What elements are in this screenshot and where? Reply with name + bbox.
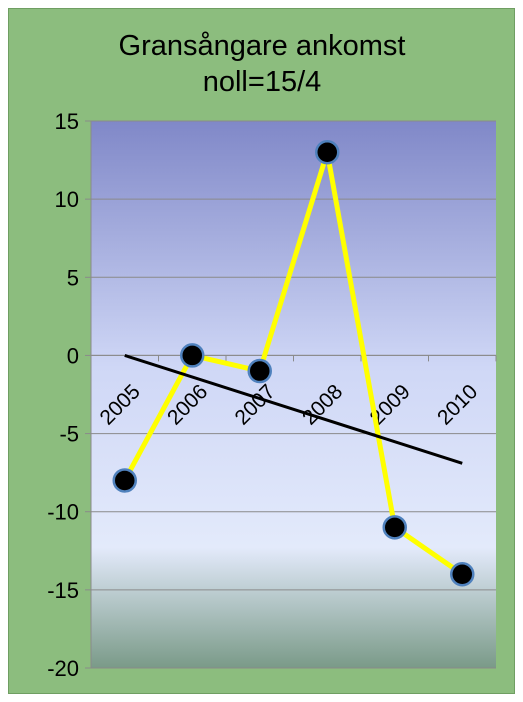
y-tick-label: 10 <box>55 187 79 212</box>
data-point-2008 <box>315 140 340 165</box>
y-tick-label: -20 <box>47 656 79 681</box>
data-point-2010 <box>450 561 475 587</box>
chart: Gransångare ankomst noll=15/4 15 10 5 0 -5 -1… <box>47 30 497 681</box>
data-point-2007 <box>247 358 272 384</box>
y-tick-label: 5 <box>67 265 79 290</box>
data-point-2009 <box>382 515 407 540</box>
chart-title-line-1: Gransångare ankomst <box>119 30 406 62</box>
y-tick-label: -15 <box>47 578 79 603</box>
y-axis: 15 10 5 0 -5 -10 -15 -20 <box>47 109 92 681</box>
trendline <box>124 353 463 465</box>
y-tick-label: -5 <box>59 422 79 447</box>
y-tick-label: 0 <box>67 343 79 368</box>
plot-area <box>91 121 496 668</box>
y-tick-label: 15 <box>55 109 79 134</box>
data-point-2006 <box>180 343 205 368</box>
series <box>112 140 475 587</box>
series-line <box>122 149 464 577</box>
y-tick-label: -10 <box>47 500 79 525</box>
chart-title-line-2: noll=15/4 <box>203 66 322 98</box>
chart-frame: Gransångare ankomst noll=15/4 15 10 5 0 -5 -1… <box>8 8 515 694</box>
data-point-2005 <box>112 468 137 493</box>
